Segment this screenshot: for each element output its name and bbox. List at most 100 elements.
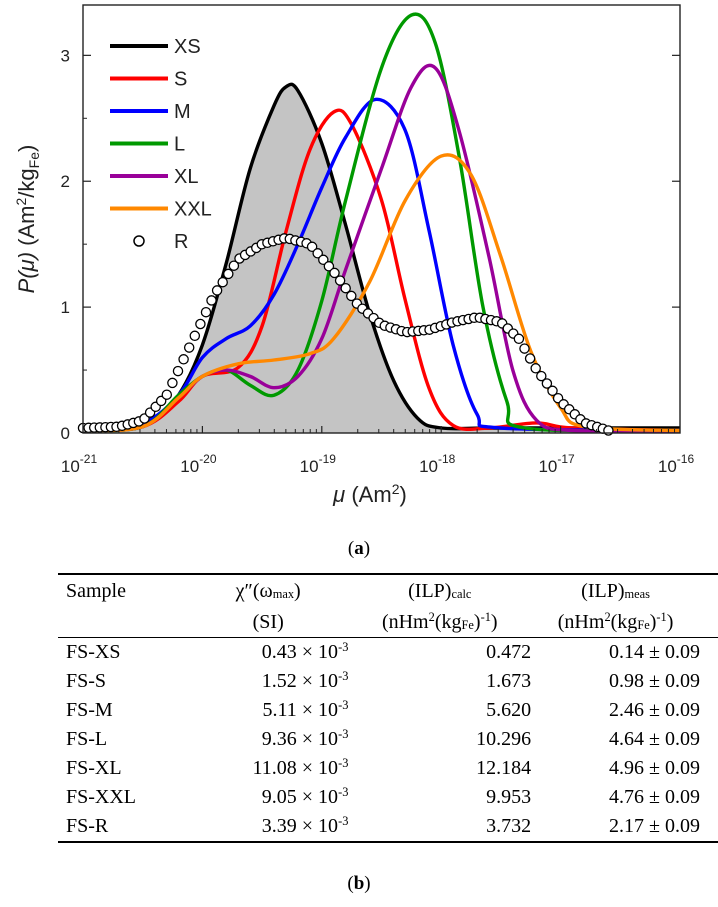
series-r-point xyxy=(183,342,195,353)
x-tick-label: 10-20 xyxy=(180,452,217,476)
area-xs xyxy=(83,84,680,434)
y-axis-title: P(μ) (Am2/kgFe) xyxy=(13,145,42,294)
size-distribution-chart: 10-21 10-20 10-19 10-18 10-17 10-16 0 1 2 3 XS SML… xyxy=(13,4,695,507)
caption-a: (a) xyxy=(347,538,371,559)
legend-label-m: M xyxy=(174,101,191,123)
series-r-point xyxy=(340,282,351,294)
unit-chi: (SI) xyxy=(187,607,349,638)
properties-table: Sample χ″(ωmax) (ILP)calc (ILP)meas (SI)… xyxy=(58,573,718,843)
series-m-line xyxy=(82,97,681,433)
x-axis-title: μ (Am2) xyxy=(332,481,407,507)
table-row: FS-M 5.11 × 10-3 5.620 2.46 ± 0.09 xyxy=(58,696,718,725)
series-r-point xyxy=(167,377,178,389)
x-tick-label: 10-17 xyxy=(538,452,575,476)
cell-sample: FS-XXL xyxy=(66,786,137,808)
y-tick-label: 0 xyxy=(61,424,70,443)
cell-ilp-meas: 4.96 ± 0.09 xyxy=(609,757,700,779)
series-r-point xyxy=(161,389,173,400)
cell-chi: 9.05 × 10-3 xyxy=(261,785,349,808)
series-r-point xyxy=(312,248,323,259)
legend-label-xxl: XXL xyxy=(174,199,212,221)
cell-chi: 5.11 × 10-3 xyxy=(262,698,349,721)
legend-label-s: S xyxy=(174,69,187,91)
series-r-point xyxy=(513,333,525,345)
cell-ilp-meas: 2.46 ± 0.09 xyxy=(609,699,700,721)
cell-chi: 3.39 × 10-3 xyxy=(187,812,349,843)
cell-ilp-meas: 2.17 ± 0.09 xyxy=(531,812,718,843)
y-tick-label: 1 xyxy=(61,298,70,317)
cell-sample: FS-M xyxy=(66,699,113,721)
series-r-point xyxy=(530,363,541,374)
cell-ilp-calc: 12.184 xyxy=(476,757,532,779)
cell-ilp-calc: 3.732 xyxy=(348,812,532,843)
cell-ilp-calc: 9.953 xyxy=(486,786,532,808)
cell-chi: 11.08 × 10-3 xyxy=(252,756,349,779)
cell-sample: FS-R xyxy=(58,812,188,843)
series-r-point xyxy=(178,354,189,365)
series-r-point xyxy=(346,290,357,302)
caption-b: (b) xyxy=(347,873,371,894)
cell-ilp-calc: 0.472 xyxy=(486,641,532,663)
series-r-point xyxy=(603,425,614,436)
table-row: FS-S 1.52 × 10-3 1.673 0.98 ± 0.09 xyxy=(58,667,718,696)
series-r-point xyxy=(306,241,318,253)
unit-ilp-calc: (nHm2(kgFe)-1) xyxy=(348,607,532,638)
legend-label-r: R xyxy=(174,231,188,253)
plot-frame xyxy=(82,4,681,434)
header-ilp-calc: (ILP)calc xyxy=(348,573,532,607)
table-row: FS-XXL 9.05 × 10-3 9.953 4.76 ± 0.09 xyxy=(58,783,718,812)
cell-sample: FS-L xyxy=(66,728,108,750)
series-r-point xyxy=(211,285,223,296)
header-sample: Sample xyxy=(58,573,188,607)
table-header-row: Sample χ″(ωmax) (ILP)calc (ILP)meas xyxy=(58,573,718,607)
cell-chi: 9.36 × 10-3 xyxy=(261,727,349,750)
x-tick-label: 10-16 xyxy=(658,452,695,476)
series-r-point xyxy=(318,254,329,266)
table-row: FS-XL 11.08 × 10-3 12.184 4.96 ± 0.09 xyxy=(58,754,718,783)
series-r-point xyxy=(206,295,217,306)
x-tick-label: 10-18 xyxy=(419,452,456,476)
series-r-point xyxy=(536,370,547,382)
series-r-point xyxy=(547,385,558,397)
series-r-point xyxy=(541,378,553,389)
x-tick-label: 10-21 xyxy=(61,452,98,476)
cell-ilp-calc: 1.673 xyxy=(486,670,532,692)
series-r-point xyxy=(200,306,212,318)
cell-sample: FS-XS xyxy=(66,641,121,663)
legend-swatch-r xyxy=(133,235,145,247)
table-row: FS-L 9.36 × 10-3 10.296 4.64 ± 0.09 xyxy=(58,725,718,754)
series-r-point xyxy=(519,343,530,354)
cell-sample: FS-XL xyxy=(66,757,122,779)
table-units-row: (SI) (nHm2(kgFe)-1) (nHm2(kgFe)-1) xyxy=(58,607,718,638)
cell-ilp-meas: 0.98 ± 0.09 xyxy=(609,670,700,692)
cell-chi: 0.43 × 10-3 xyxy=(261,640,349,663)
cell-ilp-meas: 4.64 ± 0.09 xyxy=(609,728,700,750)
y-tick-label: 3 xyxy=(61,46,70,65)
cell-ilp-calc: 10.296 xyxy=(476,728,532,750)
series-r-point xyxy=(323,261,335,272)
series-r-point xyxy=(223,268,234,280)
x-tick-label: 10-19 xyxy=(300,452,337,476)
series-r-point xyxy=(228,260,240,271)
header-ilp-meas: (ILP)meas xyxy=(531,573,718,607)
series-r-point xyxy=(172,365,184,377)
cell-sample: FS-S xyxy=(66,670,107,692)
cell-chi: 1.52 × 10-3 xyxy=(261,669,349,692)
legend: XS SML XL XXL R xyxy=(110,36,212,253)
cell-ilp-calc: 5.620 xyxy=(486,699,532,721)
table-row: FS-R 3.39 × 10-3 3.732 2.17 ± 0.09 xyxy=(58,812,718,843)
cell-ilp-meas: 0.14 ± 0.09 xyxy=(609,641,700,663)
cell-ilp-meas: 4.76 ± 0.09 xyxy=(609,786,700,808)
legend-label-xl: XL xyxy=(174,166,198,188)
series-r-point xyxy=(334,275,346,286)
legend-label-l: L xyxy=(174,134,185,156)
series-r-point xyxy=(189,330,201,342)
unit-ilp-meas: (nHm2(kgFe)-1) xyxy=(531,607,718,638)
series-r-point xyxy=(195,318,206,330)
legend-label-xs: XS xyxy=(174,36,201,58)
series-r-point xyxy=(524,353,536,364)
series-r-point xyxy=(329,267,340,279)
series-r-point xyxy=(217,276,228,288)
y-tick-label: 2 xyxy=(61,172,70,191)
header-chi: χ″(ωmax) xyxy=(187,573,349,607)
